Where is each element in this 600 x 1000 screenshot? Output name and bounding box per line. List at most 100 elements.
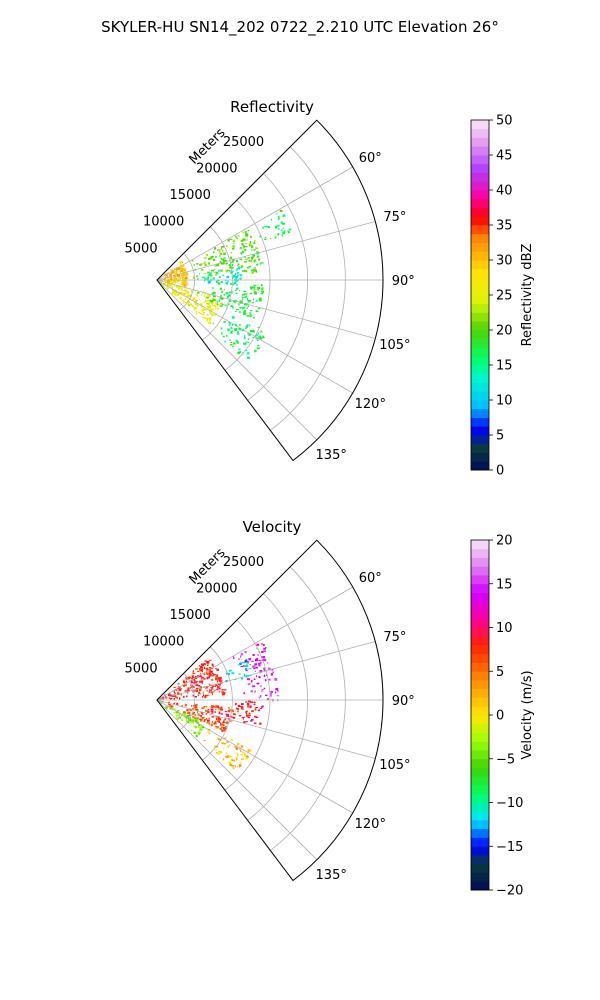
- radar-gate: [226, 328, 230, 330]
- radar-gate: [200, 263, 202, 266]
- radar-gate: [181, 289, 183, 291]
- radar-gate: [238, 303, 240, 306]
- radar-gate: [186, 291, 190, 294]
- radar-gate: [251, 718, 254, 721]
- radar-gate: [221, 729, 223, 732]
- radar-gate: [252, 254, 255, 257]
- radar-gate: [200, 686, 203, 689]
- radar-gate: [257, 287, 260, 289]
- radar-gate: [204, 257, 207, 259]
- radar-gate: [246, 239, 248, 241]
- radar-gate: [259, 722, 262, 725]
- radar-gate: [242, 751, 245, 754]
- radar-gate: [198, 298, 201, 300]
- colorbar-tick-label: 30: [496, 254, 513, 269]
- radar-gate: [195, 734, 198, 738]
- radar-gate: [191, 677, 195, 678]
- radar-gate: [208, 717, 210, 720]
- radar-gate: [208, 683, 210, 685]
- radar-gate: [257, 258, 261, 261]
- radar-gate: [180, 295, 182, 298]
- radar-gate: [250, 236, 252, 238]
- radar-gate: [244, 303, 246, 306]
- radar-gate: [178, 688, 182, 692]
- radar-gate: [208, 317, 212, 319]
- radar-gate: [263, 674, 266, 678]
- radar-gate: [211, 688, 214, 690]
- radar-gate: [220, 726, 224, 729]
- radar-gate: [253, 284, 255, 286]
- radar-gate: [244, 249, 247, 252]
- radar-gate: [231, 264, 234, 267]
- radar-gate: [241, 251, 244, 254]
- radar-gate: [253, 268, 256, 271]
- radar-gate: [239, 247, 242, 250]
- colorbar-segment: [471, 172, 489, 182]
- radar-gate: [186, 691, 189, 694]
- radar-gate: [253, 298, 254, 301]
- radar-gate: [246, 307, 248, 310]
- radar-gate: [231, 324, 234, 326]
- colorbar-tick-label: 35: [496, 219, 513, 234]
- colorbar-segment: [471, 277, 489, 287]
- radar-gate: [179, 262, 182, 265]
- radar-gate: [229, 269, 231, 273]
- radar-gate: [214, 304, 217, 307]
- colorbar-tick-label: 45: [496, 149, 513, 164]
- radar-gate: [264, 679, 267, 682]
- radar-gate: [251, 685, 254, 687]
- radar-gate: [176, 689, 178, 691]
- radar-gate: [209, 295, 212, 298]
- colorbar-segment: [471, 618, 489, 628]
- panel-title: Velocity: [243, 518, 302, 536]
- radar-gate: [255, 658, 258, 662]
- theta-tick-label: 135°: [316, 448, 347, 463]
- radar-gate: [238, 673, 241, 675]
- radar-gate: [206, 317, 208, 319]
- radar-gate: [230, 305, 233, 307]
- radar-gate: [165, 282, 167, 285]
- radar-gate: [217, 270, 221, 272]
- radar-gate: [211, 313, 214, 317]
- radar-gate: [226, 721, 229, 724]
- radar-gate: [178, 686, 180, 688]
- radar-gate: [201, 294, 203, 296]
- radar-gate: [185, 284, 187, 287]
- colorbar-segment: [471, 198, 489, 208]
- radar-gate: [194, 680, 196, 682]
- radar-gate: [196, 717, 199, 720]
- radar-gate: [238, 715, 242, 717]
- radar-gate: [213, 251, 215, 254]
- radar-gate: [197, 292, 200, 294]
- radar-gate: [204, 280, 206, 282]
- radar-gate: [201, 663, 204, 666]
- radar-gate: [189, 708, 193, 711]
- radar-gate: [264, 236, 267, 238]
- radar-gate: [197, 685, 201, 687]
- radar-gate: [182, 284, 185, 286]
- radar-gate: [256, 251, 260, 253]
- theta-tick-label: 90°: [392, 274, 415, 289]
- radar-gate: [181, 280, 185, 283]
- radar-gate: [260, 661, 262, 664]
- radar-gate: [235, 747, 239, 750]
- radar-gate: [218, 678, 221, 682]
- radar-gate: [223, 729, 226, 732]
- radar-gate: [203, 739, 206, 741]
- radar-gate: [241, 243, 244, 246]
- colorbar: −20 −15 −10 −5 0 5 10 15 20 Velocity (m/s): [470, 534, 535, 899]
- colorbar-tick-label: 10: [496, 394, 513, 409]
- radar-gate: [194, 677, 197, 679]
- radar-gate: [181, 273, 184, 276]
- radar-gate: [213, 723, 215, 725]
- radar-gate: [218, 282, 221, 285]
- radar-gate: [188, 718, 192, 722]
- radar-gate: [250, 269, 254, 272]
- radar-gate: [222, 720, 225, 723]
- radar-gate: [208, 674, 211, 677]
- radar-gate: [207, 708, 210, 711]
- radar-gate: [229, 339, 231, 341]
- radar-gate: [203, 706, 205, 708]
- colorbar-segment: [471, 828, 489, 838]
- radar-gate: [274, 236, 277, 239]
